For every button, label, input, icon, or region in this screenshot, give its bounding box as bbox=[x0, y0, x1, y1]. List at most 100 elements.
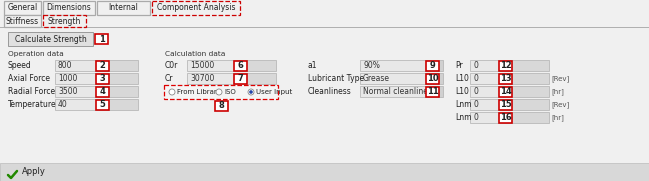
Bar bbox=[55, 60, 97, 71]
Text: Radial Force: Radial Force bbox=[8, 87, 55, 96]
Text: 14: 14 bbox=[500, 87, 511, 96]
Bar bbox=[0, 0, 649, 27]
Bar bbox=[0, 163, 649, 181]
Text: 5: 5 bbox=[99, 100, 105, 109]
Bar bbox=[43, 1, 95, 15]
Text: 10: 10 bbox=[426, 74, 438, 83]
Text: Lnm: Lnm bbox=[455, 100, 472, 109]
Text: 6: 6 bbox=[238, 61, 243, 70]
Text: 0: 0 bbox=[473, 74, 478, 83]
Text: L10: L10 bbox=[455, 87, 469, 96]
Bar bbox=[499, 60, 512, 71]
Text: General: General bbox=[7, 3, 38, 12]
Bar bbox=[152, 1, 240, 15]
Text: 16: 16 bbox=[500, 113, 511, 122]
Text: 13: 13 bbox=[500, 74, 511, 83]
Text: 0: 0 bbox=[473, 100, 478, 109]
Bar bbox=[470, 112, 500, 123]
Text: 0: 0 bbox=[473, 113, 478, 122]
Bar bbox=[43, 15, 86, 27]
Bar bbox=[96, 60, 109, 71]
Text: Speed: Speed bbox=[8, 61, 32, 70]
Bar bbox=[8, 32, 93, 46]
Text: Cleanliness: Cleanliness bbox=[308, 87, 352, 96]
Text: Calculation data: Calculation data bbox=[165, 51, 225, 57]
Bar bbox=[95, 34, 108, 44]
Text: 0: 0 bbox=[473, 61, 478, 70]
Bar bbox=[96, 73, 109, 83]
Text: Operation data: Operation data bbox=[8, 51, 64, 57]
Bar bbox=[98, 86, 138, 97]
Bar bbox=[360, 73, 433, 84]
Text: Lubricant Type: Lubricant Type bbox=[308, 74, 364, 83]
Bar bbox=[236, 73, 276, 84]
Text: Strength: Strength bbox=[48, 16, 81, 26]
Bar bbox=[4, 1, 41, 15]
Bar bbox=[2, 27, 647, 154]
Text: Grease: Grease bbox=[363, 74, 390, 83]
Bar bbox=[360, 60, 433, 71]
Text: Internal: Internal bbox=[108, 3, 138, 12]
Text: 4: 4 bbox=[99, 87, 105, 96]
Bar bbox=[470, 86, 500, 97]
Bar bbox=[499, 113, 512, 123]
Circle shape bbox=[248, 89, 254, 95]
Text: 12: 12 bbox=[500, 61, 511, 70]
Text: 9: 9 bbox=[430, 61, 435, 70]
Bar bbox=[499, 100, 512, 110]
Text: 3: 3 bbox=[100, 74, 105, 83]
Bar bbox=[426, 87, 439, 96]
Circle shape bbox=[216, 89, 222, 95]
Bar bbox=[187, 73, 235, 84]
Bar bbox=[55, 73, 97, 84]
Text: 15: 15 bbox=[500, 100, 511, 109]
Circle shape bbox=[169, 89, 175, 95]
Bar bbox=[96, 100, 109, 110]
Bar bbox=[426, 60, 439, 71]
Text: 1000: 1000 bbox=[58, 74, 77, 83]
Bar bbox=[470, 60, 500, 71]
Text: ISO: ISO bbox=[224, 89, 236, 95]
Bar bbox=[426, 73, 439, 83]
Bar bbox=[98, 60, 138, 71]
Text: 40: 40 bbox=[58, 100, 67, 109]
Text: v: v bbox=[436, 89, 439, 94]
Text: [hr]: [hr] bbox=[551, 114, 564, 121]
Text: Axial Force: Axial Force bbox=[8, 74, 50, 83]
Text: Calculate Strength: Calculate Strength bbox=[15, 35, 86, 43]
Text: 30700: 30700 bbox=[190, 74, 214, 83]
Bar bbox=[98, 99, 138, 110]
Text: [Rev]: [Rev] bbox=[551, 101, 569, 108]
Bar bbox=[360, 86, 433, 97]
Text: Stiffness: Stiffness bbox=[6, 16, 39, 26]
Bar bbox=[55, 86, 97, 97]
Bar bbox=[234, 60, 247, 71]
Bar bbox=[215, 101, 228, 111]
Text: 2: 2 bbox=[99, 61, 105, 70]
Text: [hr]: [hr] bbox=[551, 88, 564, 95]
Text: Apply: Apply bbox=[22, 167, 46, 176]
Text: C0r: C0r bbox=[165, 61, 178, 70]
Text: 0: 0 bbox=[473, 87, 478, 96]
Text: Temperature: Temperature bbox=[8, 100, 56, 109]
Bar bbox=[98, 73, 138, 84]
Bar bbox=[187, 60, 235, 71]
Text: 1: 1 bbox=[99, 35, 104, 43]
Bar bbox=[0, 27, 649, 28]
Text: Component Analysis: Component Analysis bbox=[157, 3, 235, 12]
Circle shape bbox=[249, 90, 253, 94]
Bar bbox=[501, 60, 549, 71]
Text: [Rev]: [Rev] bbox=[551, 75, 569, 82]
Bar bbox=[96, 87, 109, 96]
Text: Lnm: Lnm bbox=[455, 113, 472, 122]
Bar bbox=[433, 86, 443, 97]
Bar bbox=[4, 15, 41, 27]
Bar bbox=[234, 73, 247, 83]
Bar bbox=[499, 73, 512, 83]
Bar bbox=[236, 60, 276, 71]
Bar bbox=[55, 99, 97, 110]
Bar bbox=[470, 99, 500, 110]
Bar bbox=[501, 112, 549, 123]
Bar bbox=[433, 60, 443, 71]
Text: 8: 8 bbox=[219, 102, 225, 110]
